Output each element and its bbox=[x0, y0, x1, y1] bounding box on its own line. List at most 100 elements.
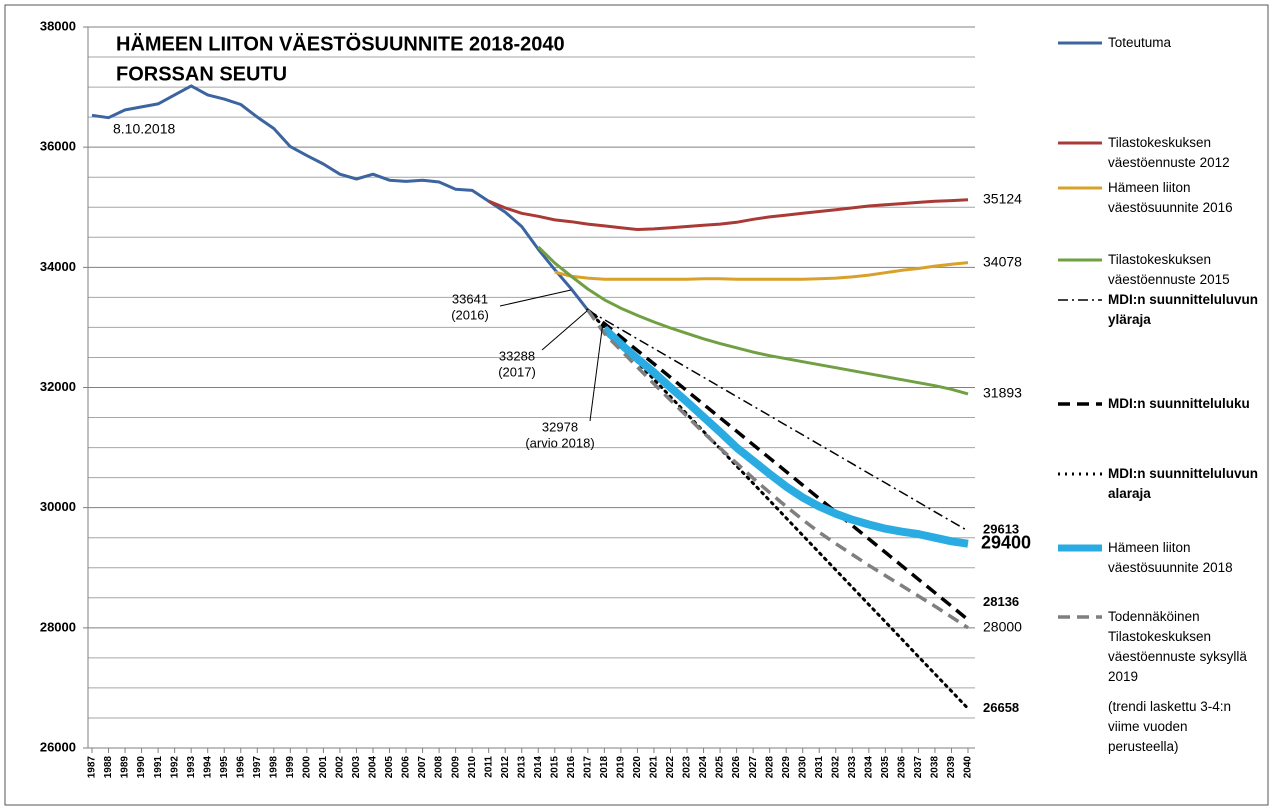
x-tick-label: 2011 bbox=[483, 756, 494, 778]
x-tick-label: 1994 bbox=[202, 756, 213, 779]
x-tick-label: 2000 bbox=[302, 756, 313, 779]
x-tick-label: 2010 bbox=[467, 756, 478, 779]
series-line bbox=[586, 308, 970, 622]
x-tick-label: 1998 bbox=[268, 756, 279, 779]
legend-label: Toteutuma bbox=[1108, 35, 1172, 50]
x-tick-label: 2009 bbox=[450, 756, 461, 779]
x-tick-label: 2039 bbox=[946, 756, 957, 779]
annotation-leader bbox=[541, 310, 588, 351]
x-tick-label: 2003 bbox=[351, 756, 362, 779]
x-tick-label: 2015 bbox=[549, 756, 560, 779]
x-tick-label: 2017 bbox=[582, 756, 593, 779]
x-tick-label: 2028 bbox=[764, 756, 775, 779]
series-line bbox=[586, 308, 970, 710]
x-tick-label: 2004 bbox=[368, 756, 379, 779]
series-line bbox=[586, 309, 969, 630]
series-line bbox=[601, 325, 969, 548]
x-tick-label: 2019 bbox=[616, 756, 627, 779]
x-tick-label: 2022 bbox=[665, 756, 676, 779]
x-tick-label: 2007 bbox=[417, 756, 428, 779]
x-tick-label: 2025 bbox=[715, 756, 726, 779]
y-tick-label: 28000 bbox=[40, 619, 76, 634]
series-line bbox=[91, 84, 589, 312]
x-tick-label: 1992 bbox=[169, 756, 180, 779]
chart-title: HÄMEEN LIITON VÄESTÖSUUNNITE 2018-2040 bbox=[116, 32, 565, 55]
x-tick-label: 2020 bbox=[632, 756, 643, 779]
x-tick-label: 1987 bbox=[87, 756, 98, 779]
x-tick-label: 2018 bbox=[599, 756, 610, 779]
x-tick-label: 2005 bbox=[384, 756, 395, 779]
x-tick-label: 1997 bbox=[252, 756, 263, 779]
x-tick-label: 2035 bbox=[880, 756, 891, 779]
y-tick-label: 38000 bbox=[40, 18, 76, 33]
series-line bbox=[488, 198, 969, 231]
x-tick-label: 2008 bbox=[434, 756, 445, 779]
x-tick-label: 2038 bbox=[930, 756, 941, 779]
annotation-label: 33288 bbox=[499, 348, 535, 363]
x-tick-label: 2021 bbox=[649, 756, 660, 779]
y-tick-label: 34000 bbox=[40, 259, 76, 274]
x-tick-label: 1999 bbox=[285, 756, 296, 779]
annotation-label: 33641 bbox=[452, 291, 488, 306]
legend-label: MDI:n suunnitteluluvun yläraja bbox=[1108, 292, 1258, 327]
x-tick-label: 2030 bbox=[797, 756, 808, 779]
y-tick-label: 26000 bbox=[40, 739, 76, 754]
legend-label: Todennäköinen Tilastokeskuksen väestöenn… bbox=[1108, 609, 1247, 684]
x-tick-label: 2037 bbox=[913, 756, 924, 779]
series-line bbox=[587, 309, 969, 532]
x-tick-label: 1993 bbox=[186, 756, 197, 779]
legend-label: MDI:n suunnitteluluvun alaraja bbox=[1108, 466, 1258, 501]
x-tick-label: 2026 bbox=[731, 756, 742, 779]
end-label: 31893 bbox=[983, 385, 1022, 401]
annotation-leader bbox=[589, 321, 604, 422]
x-tick-label: 2013 bbox=[516, 756, 527, 779]
x-tick-label: 2036 bbox=[897, 756, 908, 779]
annotation-note: (arvio 2018) bbox=[525, 435, 594, 450]
x-tick-label: 1991 bbox=[153, 756, 164, 779]
x-tick-label: 2012 bbox=[500, 756, 511, 779]
y-tick-label: 30000 bbox=[40, 499, 76, 514]
y-tick-label: 32000 bbox=[40, 379, 76, 394]
x-tick-label: 2001 bbox=[318, 756, 329, 779]
x-tick-label: 2006 bbox=[401, 756, 412, 779]
x-tick-label: 2032 bbox=[830, 756, 841, 779]
legend-label: Hämeen liiton väestösuunnite 2018 bbox=[1108, 540, 1233, 575]
end-label: 28136 bbox=[983, 594, 1019, 609]
x-tick-label: 2033 bbox=[847, 756, 858, 779]
x-tick-label: 1990 bbox=[136, 756, 147, 779]
end-label: 29613 bbox=[983, 521, 1019, 536]
date-note: 8.10.2018 bbox=[113, 121, 175, 137]
legend-label: Tilastokeskuksen väestöennuste 2015 bbox=[1108, 252, 1230, 287]
legend-note: (trendi laskettu 3-4:n viime vuoden peru… bbox=[1108, 699, 1232, 754]
chart-subtitle: FORSSAN SEUTU bbox=[116, 63, 287, 85]
x-tick-label: 1995 bbox=[219, 756, 230, 779]
end-label: 34078 bbox=[983, 253, 1022, 269]
frame bbox=[4, 4, 1269, 806]
end-label: 28000 bbox=[983, 619, 1022, 635]
series-line bbox=[554, 261, 969, 281]
x-tick-label: 2024 bbox=[698, 756, 709, 779]
x-tick-label: 1988 bbox=[103, 756, 114, 779]
x-tick-label: 2027 bbox=[748, 756, 759, 779]
x-tick-label: 2029 bbox=[781, 756, 792, 779]
end-label: 26658 bbox=[983, 700, 1019, 715]
annotation-leader bbox=[499, 289, 572, 307]
series-line bbox=[537, 245, 969, 396]
annotation-note: (2017) bbox=[498, 364, 536, 379]
annotation-note: (2016) bbox=[451, 307, 489, 322]
end-label: 35124 bbox=[983, 191, 1022, 207]
y-tick-label: 36000 bbox=[40, 139, 76, 154]
legend-label: MDI:n suunnitteluluku bbox=[1108, 396, 1250, 411]
end-label: 29400 bbox=[981, 532, 1031, 552]
x-tick-label: 1989 bbox=[120, 756, 131, 779]
x-tick-label: 2034 bbox=[863, 756, 874, 779]
legend-label: Tilastokeskuksen väestöennuste 2012 bbox=[1108, 135, 1230, 170]
x-tick-label: 2023 bbox=[682, 756, 693, 779]
x-tick-label: 2014 bbox=[533, 756, 544, 779]
legend-label: Hämeen liiton väestösuunnite 2016 bbox=[1108, 180, 1233, 215]
annotation-label: 32978 bbox=[542, 419, 578, 434]
x-tick-label: 2016 bbox=[566, 756, 577, 779]
x-tick-label: 1996 bbox=[235, 756, 246, 779]
